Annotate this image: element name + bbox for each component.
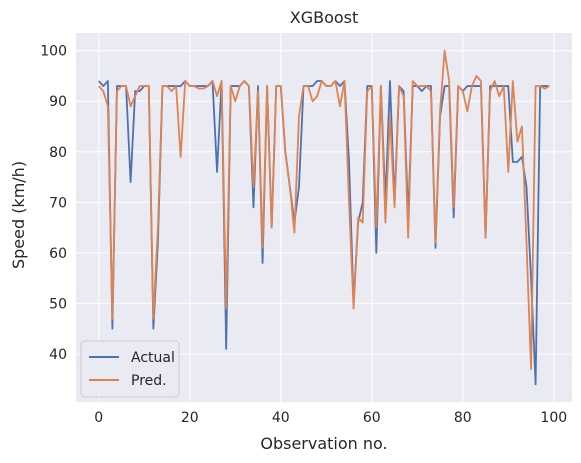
- y-tick-label: 80: [49, 145, 67, 161]
- legend-box: [80, 340, 180, 398]
- series-line-pred: [98, 49, 550, 371]
- y-tick-label: 100: [40, 44, 67, 60]
- x-tick-label: 100: [540, 410, 567, 426]
- x-tick-label: 80: [454, 410, 472, 426]
- y-tick-label: 60: [49, 246, 67, 262]
- legend-label-actual: Actual: [131, 350, 175, 366]
- x-tick-label: 20: [181, 410, 199, 426]
- chart-title: XGBoost: [290, 8, 359, 27]
- x-tick-label: 40: [272, 410, 290, 426]
- y-tick-label: 40: [49, 347, 67, 363]
- y-axis-label: Speed (km/h): [9, 161, 28, 269]
- series-layer: [98, 49, 550, 386]
- x-axis-label: Observation no.: [260, 434, 387, 453]
- legend-label-pred: Pred.: [131, 373, 167, 389]
- legend: Actual Pred.: [80, 340, 180, 398]
- y-tick-label: 70: [49, 195, 67, 211]
- tick-labels: 0 20 40 60 80 100 40 50 60 70 80 90 100: [40, 44, 567, 426]
- y-tick-label: 90: [49, 94, 67, 110]
- x-tick-label: 0: [94, 410, 103, 426]
- y-tick-label: 50: [49, 296, 67, 312]
- x-tick-label: 60: [363, 410, 381, 426]
